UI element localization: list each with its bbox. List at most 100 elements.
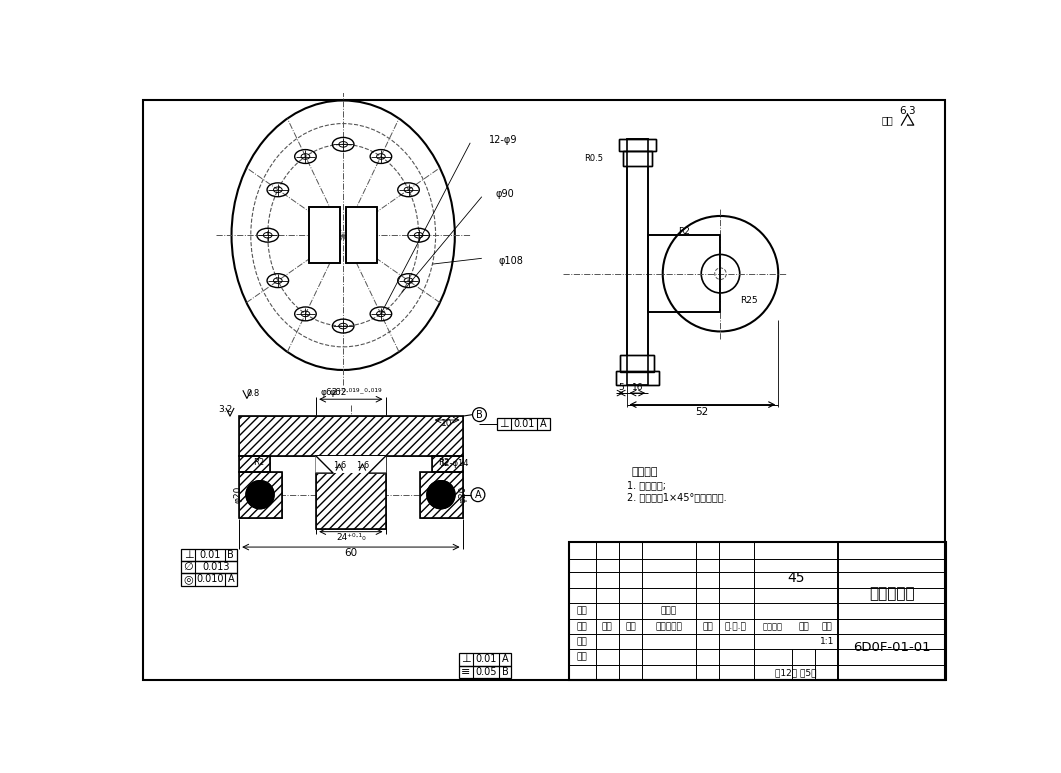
Bar [615, 372, 659, 386]
Bar [346, 207, 377, 263]
Bar [316, 456, 385, 530]
Text: 1:1: 1:1 [819, 637, 834, 646]
Text: R0.5: R0.5 [585, 154, 604, 162]
Text: φ62: φ62 [330, 388, 347, 397]
Text: 0.010: 0.010 [196, 574, 224, 584]
Bar [181, 561, 237, 574]
Text: ◎: ◎ [184, 574, 193, 584]
Bar [181, 574, 237, 586]
Text: 3.2: 3.2 [219, 406, 232, 414]
Bar [316, 456, 385, 530]
Text: 签名: 签名 [702, 621, 713, 631]
Bar [316, 456, 385, 473]
Text: ∅: ∅ [184, 562, 193, 572]
Text: R2: R2 [253, 458, 264, 467]
Circle shape [428, 481, 455, 509]
Bar [239, 472, 281, 518]
Text: φ20: φ20 [234, 486, 243, 503]
Text: 0.01: 0.01 [475, 655, 497, 665]
Text: 1.6: 1.6 [355, 461, 369, 470]
Bar [648, 235, 720, 312]
Bar [310, 207, 341, 263]
Bar [239, 456, 271, 472]
Text: 6D0F-01-01: 6D0F-01-01 [853, 641, 930, 654]
Text: 重量: 重量 [798, 621, 808, 631]
Bar [619, 139, 656, 151]
Polygon shape [316, 456, 333, 473]
Text: 12-φ14: 12-φ14 [439, 459, 469, 468]
Text: 审核: 审核 [576, 637, 587, 646]
Text: 6.3: 6.3 [900, 106, 916, 116]
Text: ≡: ≡ [460, 667, 470, 677]
Text: 45: 45 [787, 570, 804, 585]
Bar [432, 456, 463, 472]
Text: 0.01: 0.01 [199, 550, 221, 560]
Bar [458, 666, 511, 678]
Bar [621, 355, 655, 372]
Text: R2: R2 [438, 458, 449, 467]
Text: φ108: φ108 [499, 256, 523, 266]
Text: 2. 未注倒角1×45°锐边去毛刺.: 2. 未注倒角1×45°锐边去毛刺. [627, 492, 726, 502]
Text: φ20: φ20 [458, 486, 467, 503]
Text: 其余: 其余 [882, 114, 893, 124]
Bar [239, 456, 271, 472]
Text: 1. 调质处理;: 1. 调质处理; [627, 481, 665, 490]
Bar [621, 355, 655, 372]
Text: 工艺: 工艺 [576, 652, 587, 662]
Text: A: A [502, 655, 508, 665]
Bar [615, 372, 659, 386]
Text: 处数: 处数 [602, 621, 612, 631]
Text: 0.01: 0.01 [514, 419, 535, 429]
Polygon shape [368, 456, 385, 473]
Text: A: A [540, 419, 546, 429]
Text: 24⁺⁰⋅¹₀: 24⁺⁰⋅¹₀ [336, 533, 366, 543]
Circle shape [246, 481, 274, 509]
Text: ⊥: ⊥ [500, 419, 509, 429]
Text: 0.05: 0.05 [475, 667, 497, 677]
Text: 标准化: 标准化 [661, 607, 677, 615]
Text: A: A [474, 490, 482, 499]
Text: R2: R2 [678, 226, 690, 236]
Text: φ62⁺⁰⋅⁰¹⁹₋⁰⋅⁰¹⁹: φ62⁺⁰⋅⁰¹⁹₋⁰⋅⁰¹⁹ [320, 388, 382, 397]
Bar [239, 416, 463, 456]
Text: 0.013: 0.013 [203, 562, 230, 572]
Text: 60: 60 [345, 548, 358, 558]
Text: 12-φ9: 12-φ9 [489, 135, 517, 145]
Bar [181, 549, 237, 561]
Bar [239, 472, 281, 518]
Text: 5: 5 [619, 383, 624, 392]
Text: 技术要求: 技术要求 [632, 467, 659, 477]
Bar [420, 472, 463, 518]
Bar [498, 417, 550, 430]
Text: 年.月.日: 年.月.日 [725, 621, 747, 631]
Text: 下端双耳环: 下端双耳环 [869, 586, 915, 601]
Bar [458, 653, 511, 666]
Text: B: B [227, 550, 234, 560]
Text: 分区: 分区 [625, 621, 636, 631]
Text: 设计: 设计 [576, 607, 587, 615]
Text: B: B [476, 410, 483, 420]
Text: 1.6: 1.6 [333, 461, 346, 470]
Bar [310, 207, 341, 263]
Text: 10: 10 [441, 420, 453, 428]
Bar [432, 456, 463, 472]
Text: 0.8: 0.8 [246, 389, 260, 397]
Text: ⊥: ⊥ [460, 655, 470, 665]
Bar [239, 416, 463, 456]
Bar [619, 139, 656, 151]
Bar [346, 207, 377, 263]
Text: 共12页 第5页: 共12页 第5页 [776, 668, 817, 677]
Text: ⊥: ⊥ [184, 550, 193, 560]
Text: B: B [502, 667, 508, 677]
Text: 更改文件号: 更改文件号 [656, 621, 682, 631]
Text: 1.6: 1.6 [438, 487, 451, 496]
Bar [623, 151, 651, 166]
Text: 16: 16 [631, 383, 643, 392]
Bar [420, 472, 463, 518]
Text: 标记: 标记 [576, 621, 587, 631]
Text: 1.6: 1.6 [257, 487, 271, 496]
Text: 52: 52 [695, 407, 709, 417]
Text: A: A [227, 574, 234, 584]
Bar [569, 542, 946, 680]
Text: φ90: φ90 [495, 189, 515, 199]
